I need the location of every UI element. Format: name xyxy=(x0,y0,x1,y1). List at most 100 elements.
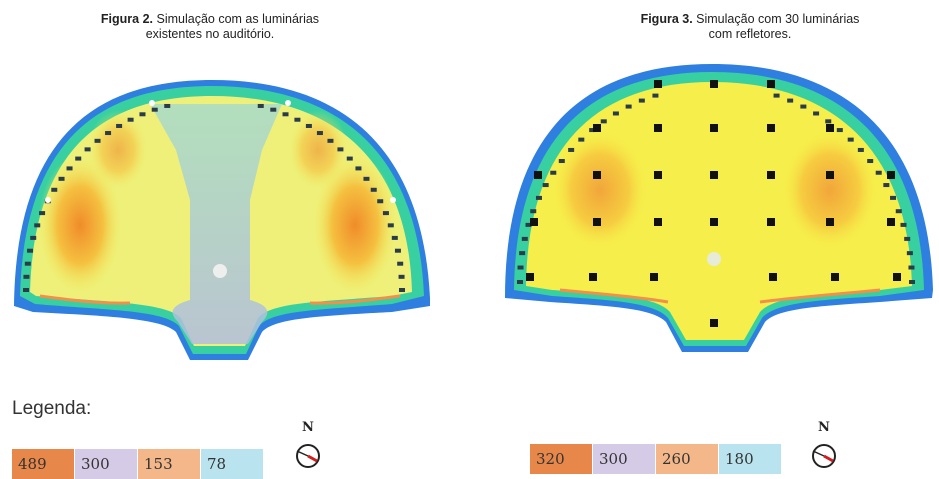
figure-3-wall-luminaire-marker xyxy=(517,265,524,270)
figure-2-luminaire-marker xyxy=(327,138,334,143)
figure-3-luminaire-marker xyxy=(893,273,901,281)
figure-3-reflector-luminaires xyxy=(526,80,901,327)
figure-2-fixture xyxy=(285,100,291,106)
figure-2-orange-zone-left xyxy=(38,155,122,295)
figure-2-luminaire-marker xyxy=(164,103,171,108)
figure-2-luminaire-marker xyxy=(382,211,389,216)
figure-3-luminaire-marker xyxy=(710,171,718,179)
figure-2-luminaire-marker xyxy=(34,223,41,228)
figure-3-luminaire-marker xyxy=(767,171,775,179)
figure-2-luminaire-marker xyxy=(84,147,91,152)
figure-3-center-point xyxy=(707,252,721,266)
figure-3-wall-luminaire-marker xyxy=(890,195,897,200)
figure-3-luminaire-marker xyxy=(654,124,662,132)
figure-3-wall-luminaire-marker xyxy=(825,119,832,124)
figure-3-wall-luminaire-marker xyxy=(550,170,557,175)
figure-2-luminaire-marker xyxy=(24,261,31,266)
figure-3-wall-luminaire-marker xyxy=(638,98,645,103)
figure-3-wall-luminaire-marker xyxy=(867,159,874,164)
figure-3-luminaire-marker xyxy=(654,80,662,88)
figure-3-wall-luminaire-marker xyxy=(875,170,882,175)
figure-3-wall-luminaire-marker xyxy=(908,265,915,270)
figure-2-caption: Figura 2. Simulação com as luminárias ex… xyxy=(20,12,400,42)
figure-3-luminaire-marker xyxy=(593,124,601,132)
figure-3-orange-zone-right xyxy=(782,130,878,250)
figure-2-luminaire-marker xyxy=(257,103,264,108)
figure-3-luminaire-marker xyxy=(887,218,895,226)
figure-3-legend-swatch: 300 xyxy=(593,444,656,474)
figure-3-legend-scale: 320 300 260 180 xyxy=(530,444,782,474)
figure-3-luminaire-marker xyxy=(887,171,895,179)
figure-3-luminaire-marker xyxy=(526,273,534,281)
figure-2-luminaire-marker xyxy=(23,274,30,279)
figure-2-luminaire-marker xyxy=(75,156,82,161)
figure-3-wall-luminaire-marker xyxy=(787,98,794,103)
figure-2-luminaire-marker xyxy=(105,131,112,136)
figure-2-legend-scale: 489 300 153 78 xyxy=(12,449,264,479)
compass-icon xyxy=(296,444,320,468)
figure-3-bottom-edge-right xyxy=(759,288,881,304)
figure-3-wall-luminaire-marker xyxy=(895,209,902,214)
figure-2-fixture xyxy=(390,197,396,203)
figure-2-central-aisle xyxy=(150,104,282,344)
figure-2-center-point xyxy=(213,264,227,278)
figure-3-wall-luminaire-marker xyxy=(521,236,528,241)
figure-2-luminaire-marker xyxy=(397,261,404,266)
figure-2-text-line1: Simulação com as luminárias xyxy=(156,12,320,26)
figure-3-wall-luminaire-marker xyxy=(535,195,542,200)
figure-2-luminaire-marker xyxy=(27,248,34,253)
figure-3-wall-luminaire-marker xyxy=(578,137,585,142)
figure-3-wall-luminaire-marker xyxy=(883,183,890,188)
figure-3-wall-luminaire-marker xyxy=(909,280,915,284)
figure-2-luminaire-marker xyxy=(387,223,394,228)
figure-3-wall-luminaire-marker xyxy=(900,222,907,227)
figure-3-legend-swatch: 320 xyxy=(530,444,593,474)
compass-icon xyxy=(812,444,836,468)
figure-2-label: Figura 2. xyxy=(100,12,154,26)
figure-2-luminaire-marker xyxy=(316,131,323,136)
figure-2-luminaire-marker xyxy=(399,288,405,292)
figure-3-luminaire-marker xyxy=(654,171,662,179)
figure-2-luminaire-marker xyxy=(363,176,370,181)
figure-3-wall-luminaire-marker xyxy=(847,137,854,142)
figure-3-wall-luminaire-marker xyxy=(625,104,632,109)
figure-2-luminaire-marker xyxy=(337,147,344,152)
figure-3-wall-luminaire-marker xyxy=(600,119,607,124)
figure-2-luminaire-marker xyxy=(391,235,398,240)
figure-2-luminaire-marker xyxy=(58,176,65,181)
figure-3-luminaire-marker xyxy=(769,273,777,281)
figure-2-luminaire-marker xyxy=(127,117,134,122)
figure-3-luminaire-marker xyxy=(767,80,775,88)
figure-3-wall-luminaire-marker xyxy=(568,147,575,152)
north-label: N xyxy=(818,420,830,435)
figure-3-luminaire-marker xyxy=(710,80,718,88)
figure-3-wall-luminaire-marker xyxy=(519,251,526,256)
figure-3-bottom-edge-left xyxy=(559,288,669,304)
figure-2-legend-swatch: 153 xyxy=(138,449,201,479)
figure-3-wall-luminaire-marker xyxy=(906,251,913,256)
figure-2-luminaire-marker xyxy=(23,288,29,292)
figure-3-luminaire-marker xyxy=(710,319,718,327)
figure-2-legend-swatch: 489 xyxy=(12,449,75,479)
figure-2-orange-zone-upper-left xyxy=(88,110,148,190)
figure-3-wall-luminaire-marker xyxy=(800,104,807,109)
figure-2-luminaire-marker xyxy=(116,123,123,128)
figure-3-luminaire-marker xyxy=(710,124,718,132)
figure-3-wall-luminaire-marker xyxy=(612,111,619,116)
figure-3-label: Figura 3. xyxy=(640,12,693,26)
figure-3-legend-swatch: 260 xyxy=(656,444,719,474)
figure-3-wall-luminaire-marker xyxy=(525,222,532,227)
figure-2-orange-zone-upper-right xyxy=(288,110,348,190)
figure-2-luminaire-marker xyxy=(398,274,405,279)
figure-2-luminaire-marker xyxy=(66,166,73,171)
figure-2-luminaire-marker xyxy=(30,235,37,240)
figure-2-fixture xyxy=(149,100,155,106)
figure-3-wall-luminaire-marker xyxy=(836,128,843,133)
figure-2-bottom-edge-right xyxy=(309,294,401,305)
figure-2-text-line2: existentes no auditório. xyxy=(145,27,275,41)
figure-3-text-line2: com refletores. xyxy=(708,27,792,41)
figure-3-wall-luminaire-marker xyxy=(517,280,523,284)
figure-3-wall-luminaire-marker xyxy=(904,236,911,241)
figure-3-luminaire-marker xyxy=(593,218,601,226)
